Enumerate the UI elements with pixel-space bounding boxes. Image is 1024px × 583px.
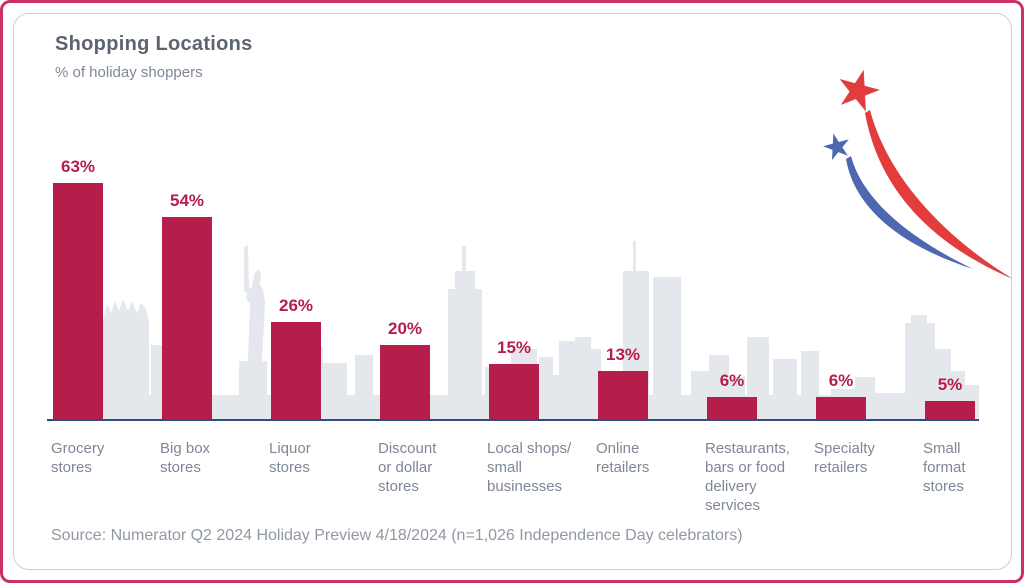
bar-value-label: 6% xyxy=(719,371,745,390)
bar-value-label: 26% xyxy=(278,296,314,315)
bar-value-label: 54% xyxy=(169,191,205,210)
source-citation: Source: Numerator Q2 2024 Holiday Previe… xyxy=(51,527,743,544)
bar-value-label: 15% xyxy=(496,338,532,357)
bar-value-label: 5% xyxy=(937,375,963,394)
blue-star-trail-icon xyxy=(846,156,973,269)
bar xyxy=(925,401,975,420)
bar-category-label: Small format stores xyxy=(923,440,966,495)
red-star-icon xyxy=(839,69,880,112)
shooting-stars-decoration xyxy=(823,69,1013,279)
bar-category-label: Online retailers xyxy=(596,440,650,476)
bar-category-label: Restaurants, bars or food delivery servi… xyxy=(705,440,791,514)
bar-category-label: Local shops/ small businesses xyxy=(487,440,572,495)
page-subtitle: % of holiday shoppers xyxy=(55,64,203,81)
bar-value-label: 13% xyxy=(605,345,641,364)
bar-category-label: Liquor stores xyxy=(269,440,311,476)
bar-value-label: 63% xyxy=(60,157,96,176)
bar xyxy=(816,397,866,420)
blue-star-icon xyxy=(823,133,849,161)
x-axis-baseline xyxy=(47,419,979,421)
bar xyxy=(271,322,321,420)
bar-value-label: 6% xyxy=(828,371,854,390)
bar xyxy=(380,345,430,420)
bar-value-label: 20% xyxy=(387,319,423,338)
page-title: Shopping Locations xyxy=(55,33,253,55)
bar-category-label: Grocery stores xyxy=(51,440,105,476)
bar xyxy=(707,397,757,420)
bar-category-label: Discount or dollar stores xyxy=(378,440,437,495)
bar xyxy=(489,364,539,420)
bar xyxy=(53,183,103,420)
bar-category-label: Specialty retailers xyxy=(814,440,875,476)
bar-category-label: Big box stores xyxy=(160,440,211,476)
bar xyxy=(598,371,648,420)
bar xyxy=(162,217,212,420)
